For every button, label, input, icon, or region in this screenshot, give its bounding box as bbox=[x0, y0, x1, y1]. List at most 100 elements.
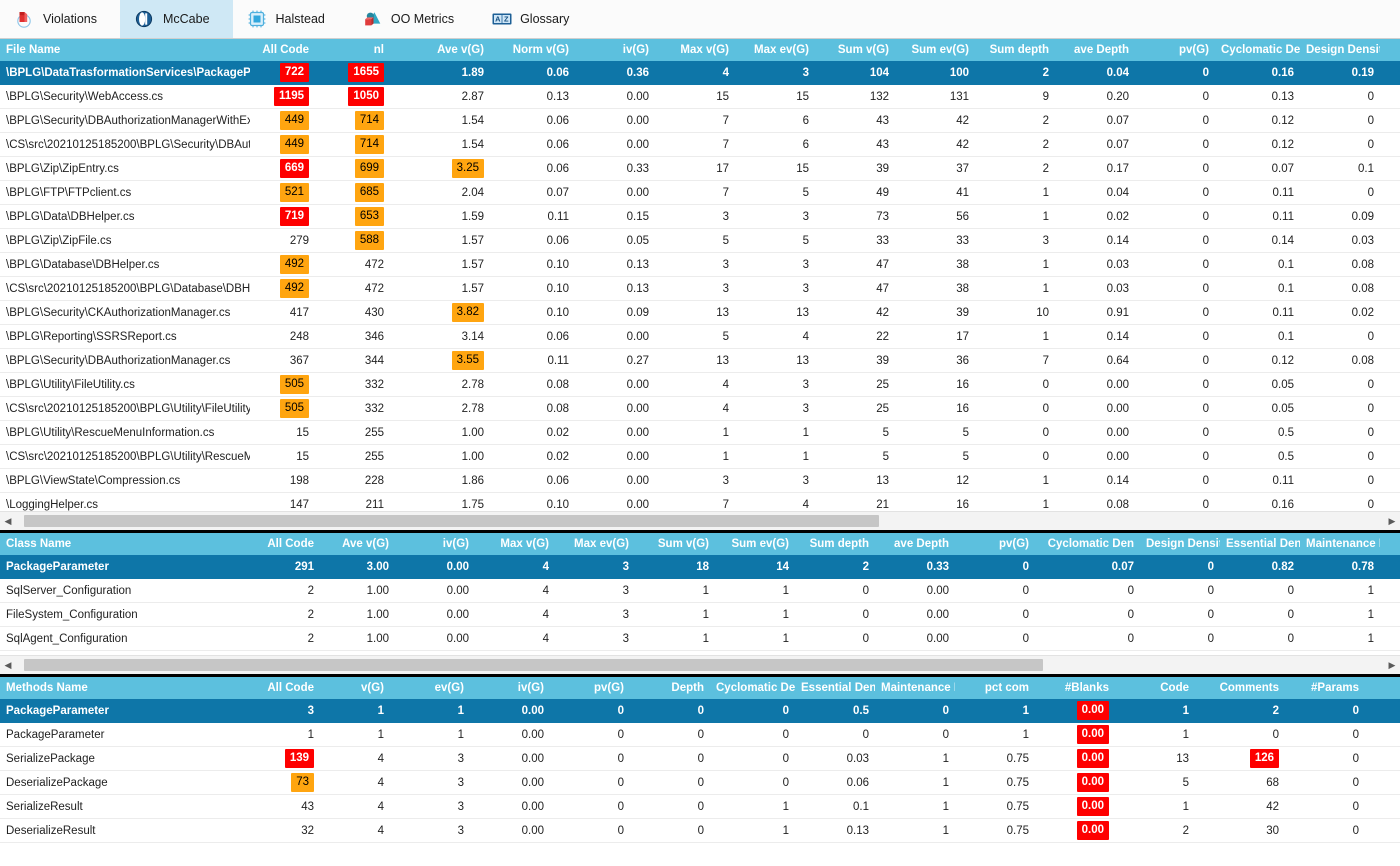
column-header[interactable]: All Code bbox=[262, 44, 309, 56]
column-header[interactable]: #Params bbox=[1311, 682, 1359, 694]
scroll-right-arrow[interactable]: ▶ bbox=[1388, 659, 1396, 670]
column-header[interactable]: Ave v(G) bbox=[342, 538, 389, 550]
column-header[interactable]: Cyclomatic Den bbox=[1221, 44, 1300, 56]
column-header[interactable]: Cyclomatic Den bbox=[1047, 538, 1134, 550]
table-row[interactable]: \BPLG\Zip\ZipEntry.cs 669 699 3.25 0.06 0.33 1… bbox=[0, 157, 1400, 181]
column-header[interactable]: Maintenance D bbox=[1306, 538, 1380, 550]
table-row[interactable]: SerializePackage 139 4 3 0.00 0 0 0 0.03 1 0.75 0.0… bbox=[0, 747, 1400, 771]
table-row[interactable]: \BPLG\Security\DBAuthorizationManagerWit… bbox=[0, 109, 1400, 133]
column-header[interactable]: Sum depth bbox=[809, 538, 869, 550]
column-header[interactable]: Depth bbox=[671, 682, 704, 694]
column-header[interactable]: ev(G) bbox=[434, 682, 464, 694]
column-header[interactable]: Max v(G) bbox=[500, 538, 549, 550]
column-header[interactable]: Maintenance D bbox=[881, 682, 955, 694]
column-header[interactable]: Class Name bbox=[6, 538, 72, 550]
tab-halstead[interactable]: Halstead bbox=[233, 0, 348, 38]
table-row[interactable]: SerializeResult 43 4 3 0.00 0 0 1 0.1 1 0.75 0.00 1 4… bbox=[0, 795, 1400, 819]
table-row[interactable]: \CS\src\20210125185200\BPLG\Database\DBH… bbox=[0, 277, 1400, 301]
table-row[interactable]: \BPLG\FTP\FTPclient.cs 521 685 2.04 0.07 0.00… bbox=[0, 181, 1400, 205]
column-header[interactable]: Code bbox=[1160, 682, 1189, 694]
table-row[interactable]: \BPLG\Security\WebAccess.cs 1195 1050 2.87 0… bbox=[0, 85, 1400, 109]
table-row[interactable]: FileSystem_Configuration 2 1.00 0.00 4 3 1 1 0 0.… bbox=[0, 603, 1400, 627]
scroll-left-arrow[interactable]: ◀ bbox=[4, 659, 12, 670]
table-row[interactable]: SqlServer_Configuration 2 1.00 0.00 4 3 1 1 0 0.0… bbox=[0, 579, 1400, 603]
column-header[interactable]: Design Density bbox=[1306, 44, 1380, 56]
tab-glossary[interactable]: A Z Glossary bbox=[477, 0, 592, 38]
table-row[interactable]: \BPLG\Database\DBHelper.cs 492 472 1.57 0.10… bbox=[0, 253, 1400, 277]
column-header[interactable]: Norm v(G) bbox=[512, 44, 569, 56]
metric-cell: 0 bbox=[942, 729, 949, 741]
table-row[interactable]: \BPLG\Security\DBAuthorizationManager.cs… bbox=[0, 349, 1400, 373]
tab-violations[interactable]: Violations bbox=[0, 0, 120, 38]
column-header[interactable]: Sum v(G) bbox=[657, 538, 709, 550]
table-row[interactable]: DeserializePackage 73 4 3 0.00 0 0 0 0.06 1 0.75 0.… bbox=[0, 771, 1400, 795]
column-header[interactable]: Max ev(G) bbox=[754, 44, 809, 56]
column-header[interactable]: Max v(G) bbox=[680, 44, 729, 56]
column-header[interactable]: All Code bbox=[267, 538, 314, 550]
column-header[interactable]: pv(G) bbox=[1178, 44, 1209, 56]
column-header[interactable]: pct co bbox=[1380, 533, 1400, 555]
column-header[interactable]: Max ev(G) bbox=[574, 538, 629, 550]
table-row[interactable]: \BPLG\Utility\FileUtility.cs 505 332 2.78 0.… bbox=[0, 373, 1400, 397]
column-header[interactable]: Essential Densi bbox=[1226, 538, 1300, 550]
table-row[interactable]: \LoggingHelper.cs 147 211 1.75 0.10 0.00 7 4 21 1… bbox=[0, 493, 1400, 511]
table-row[interactable]: \BPLG\Security\CKAuthorizationManager.cs… bbox=[0, 301, 1400, 325]
column-header[interactable]: pv(G) bbox=[593, 682, 624, 694]
scroll-thumb[interactable] bbox=[24, 659, 1044, 671]
row-name-cell: \BPLG\Zip\ZipEntry.cs bbox=[6, 163, 119, 175]
scroll-track[interactable] bbox=[16, 656, 1384, 674]
column-header[interactable]: Sum v(G) bbox=[837, 44, 889, 56]
metric-cell: 0.27 bbox=[626, 355, 649, 367]
column-header[interactable]: pct com bbox=[984, 682, 1029, 694]
column-header[interactable]: iv(G) bbox=[517, 682, 544, 694]
column-header[interactable]: Sum ev(G) bbox=[731, 538, 789, 550]
column-header[interactable]: Sum ev(G) bbox=[911, 44, 969, 56]
column-header[interactable]: Cyclomatic Den bbox=[716, 682, 795, 694]
column-header[interactable]: Essen bbox=[1380, 39, 1400, 61]
column-header[interactable]: v(G) bbox=[361, 682, 384, 694]
column-header[interactable]: Comments bbox=[1219, 682, 1279, 694]
table-row[interactable]: \CS\src\20210125185200\BPLG\Utility\Resc… bbox=[0, 445, 1400, 469]
table-row[interactable]: SqlAgent_Configuration 2 1.00 0.00 4 3 1 1 0 0.00… bbox=[0, 627, 1400, 651]
column-header[interactable]: Ave v(G) bbox=[437, 44, 484, 56]
column-header[interactable]: File Name bbox=[6, 44, 61, 56]
table-row[interactable]: PackageParameter 3 1 1 0.00 0 0 0 0.5 0 1 0.00 1 2 0 bbox=[0, 699, 1400, 723]
column-header[interactable]: pv(G) bbox=[998, 538, 1029, 550]
column-header[interactable]: ave Depth bbox=[1074, 44, 1129, 56]
table-row[interactable]: DeserializeResult 32 4 3 0.00 0 0 1 0.13 1 0.75 0.0… bbox=[0, 819, 1400, 843]
table-row[interactable]: \BPLG\ViewState\Compression.cs 198 228 1.86… bbox=[0, 469, 1400, 493]
table-row[interactable]: PackageParameter 1 1 1 0.00 0 0 0 0 0 1 0.00 1 0 0 bbox=[0, 723, 1400, 747]
table-row[interactable]: \BPLG\Zip\ZipFile.cs 279 588 1.57 0.06 0.05 5 5… bbox=[0, 229, 1400, 253]
class-grid-body[interactable]: PackageParameter 291 3.00 0.00 4 3 18 14 2 0.33 0 0… bbox=[0, 555, 1400, 655]
column-header[interactable]: Design Density bbox=[1146, 538, 1220, 550]
file-grid-hscrollbar[interactable]: ◀ ▶ bbox=[0, 511, 1400, 530]
scroll-right-arrow[interactable]: ▶ bbox=[1388, 515, 1396, 526]
scroll-track[interactable] bbox=[16, 512, 1384, 530]
column-header[interactable]: Methods Name bbox=[6, 682, 88, 694]
table-row[interactable]: PackageParameter 291 3.00 0.00 4 3 18 14 2 0.33 0 0… bbox=[0, 555, 1400, 579]
scroll-thumb[interactable] bbox=[24, 515, 880, 527]
file-grid-body[interactable]: \BPLG\DataTrasformationServices\PackageP… bbox=[0, 61, 1400, 511]
table-row[interactable]: \BPLG\Data\DBHelper.cs 719 653 1.59 0.11 0.15… bbox=[0, 205, 1400, 229]
table-row[interactable]: \CS\src\20210125185200\BPLG\Utility\File… bbox=[0, 397, 1400, 421]
table-row[interactable]: \BPLG\Utility\RescueMenuInformation.cs 15… bbox=[0, 421, 1400, 445]
column-header[interactable]: All Code bbox=[267, 682, 314, 694]
column-header[interactable]: iv(G) bbox=[622, 44, 649, 56]
column-header[interactable]: Essential Densi bbox=[801, 682, 875, 694]
class-grid-header[interactable]: Class Name All Code Ave v(G) iv(G) Max v(G) M… bbox=[0, 533, 1400, 555]
methods-grid-body[interactable]: PackageParameter 3 1 1 0.00 0 0 0 0.5 0 1 0.00 1 2 0 Pa… bbox=[0, 699, 1400, 866]
scroll-left-arrow[interactable]: ◀ bbox=[4, 515, 12, 526]
class-grid-hscrollbar[interactable]: ◀ ▶ bbox=[0, 655, 1400, 674]
column-header[interactable]: ave Depth bbox=[894, 538, 949, 550]
methods-grid-header[interactable]: Methods Name All Code v(G) ev(G) iv(G) pv(G) D… bbox=[0, 677, 1400, 699]
tab-oo-metrics[interactable]: OO Metrics bbox=[348, 0, 477, 38]
file-grid-header[interactable]: File Name All Code nl Ave v(G) Norm v(G) iv(G… bbox=[0, 39, 1400, 61]
table-row[interactable]: \BPLG\Reporting\SSRSReport.cs 248 346 3.14 0… bbox=[0, 325, 1400, 349]
table-row[interactable]: \BPLG\DataTrasformationServices\PackageP… bbox=[0, 61, 1400, 85]
table-row[interactable]: \CS\src\20210125185200\BPLG\Security\DBA… bbox=[0, 133, 1400, 157]
column-header[interactable]: #Blanks bbox=[1064, 682, 1109, 694]
tab-mccabe[interactable]: McCabe bbox=[119, 0, 233, 38]
column-header[interactable]: Sum depth bbox=[989, 44, 1049, 56]
column-header[interactable]: iv(G) bbox=[442, 538, 469, 550]
column-header[interactable]: nl bbox=[373, 44, 384, 56]
